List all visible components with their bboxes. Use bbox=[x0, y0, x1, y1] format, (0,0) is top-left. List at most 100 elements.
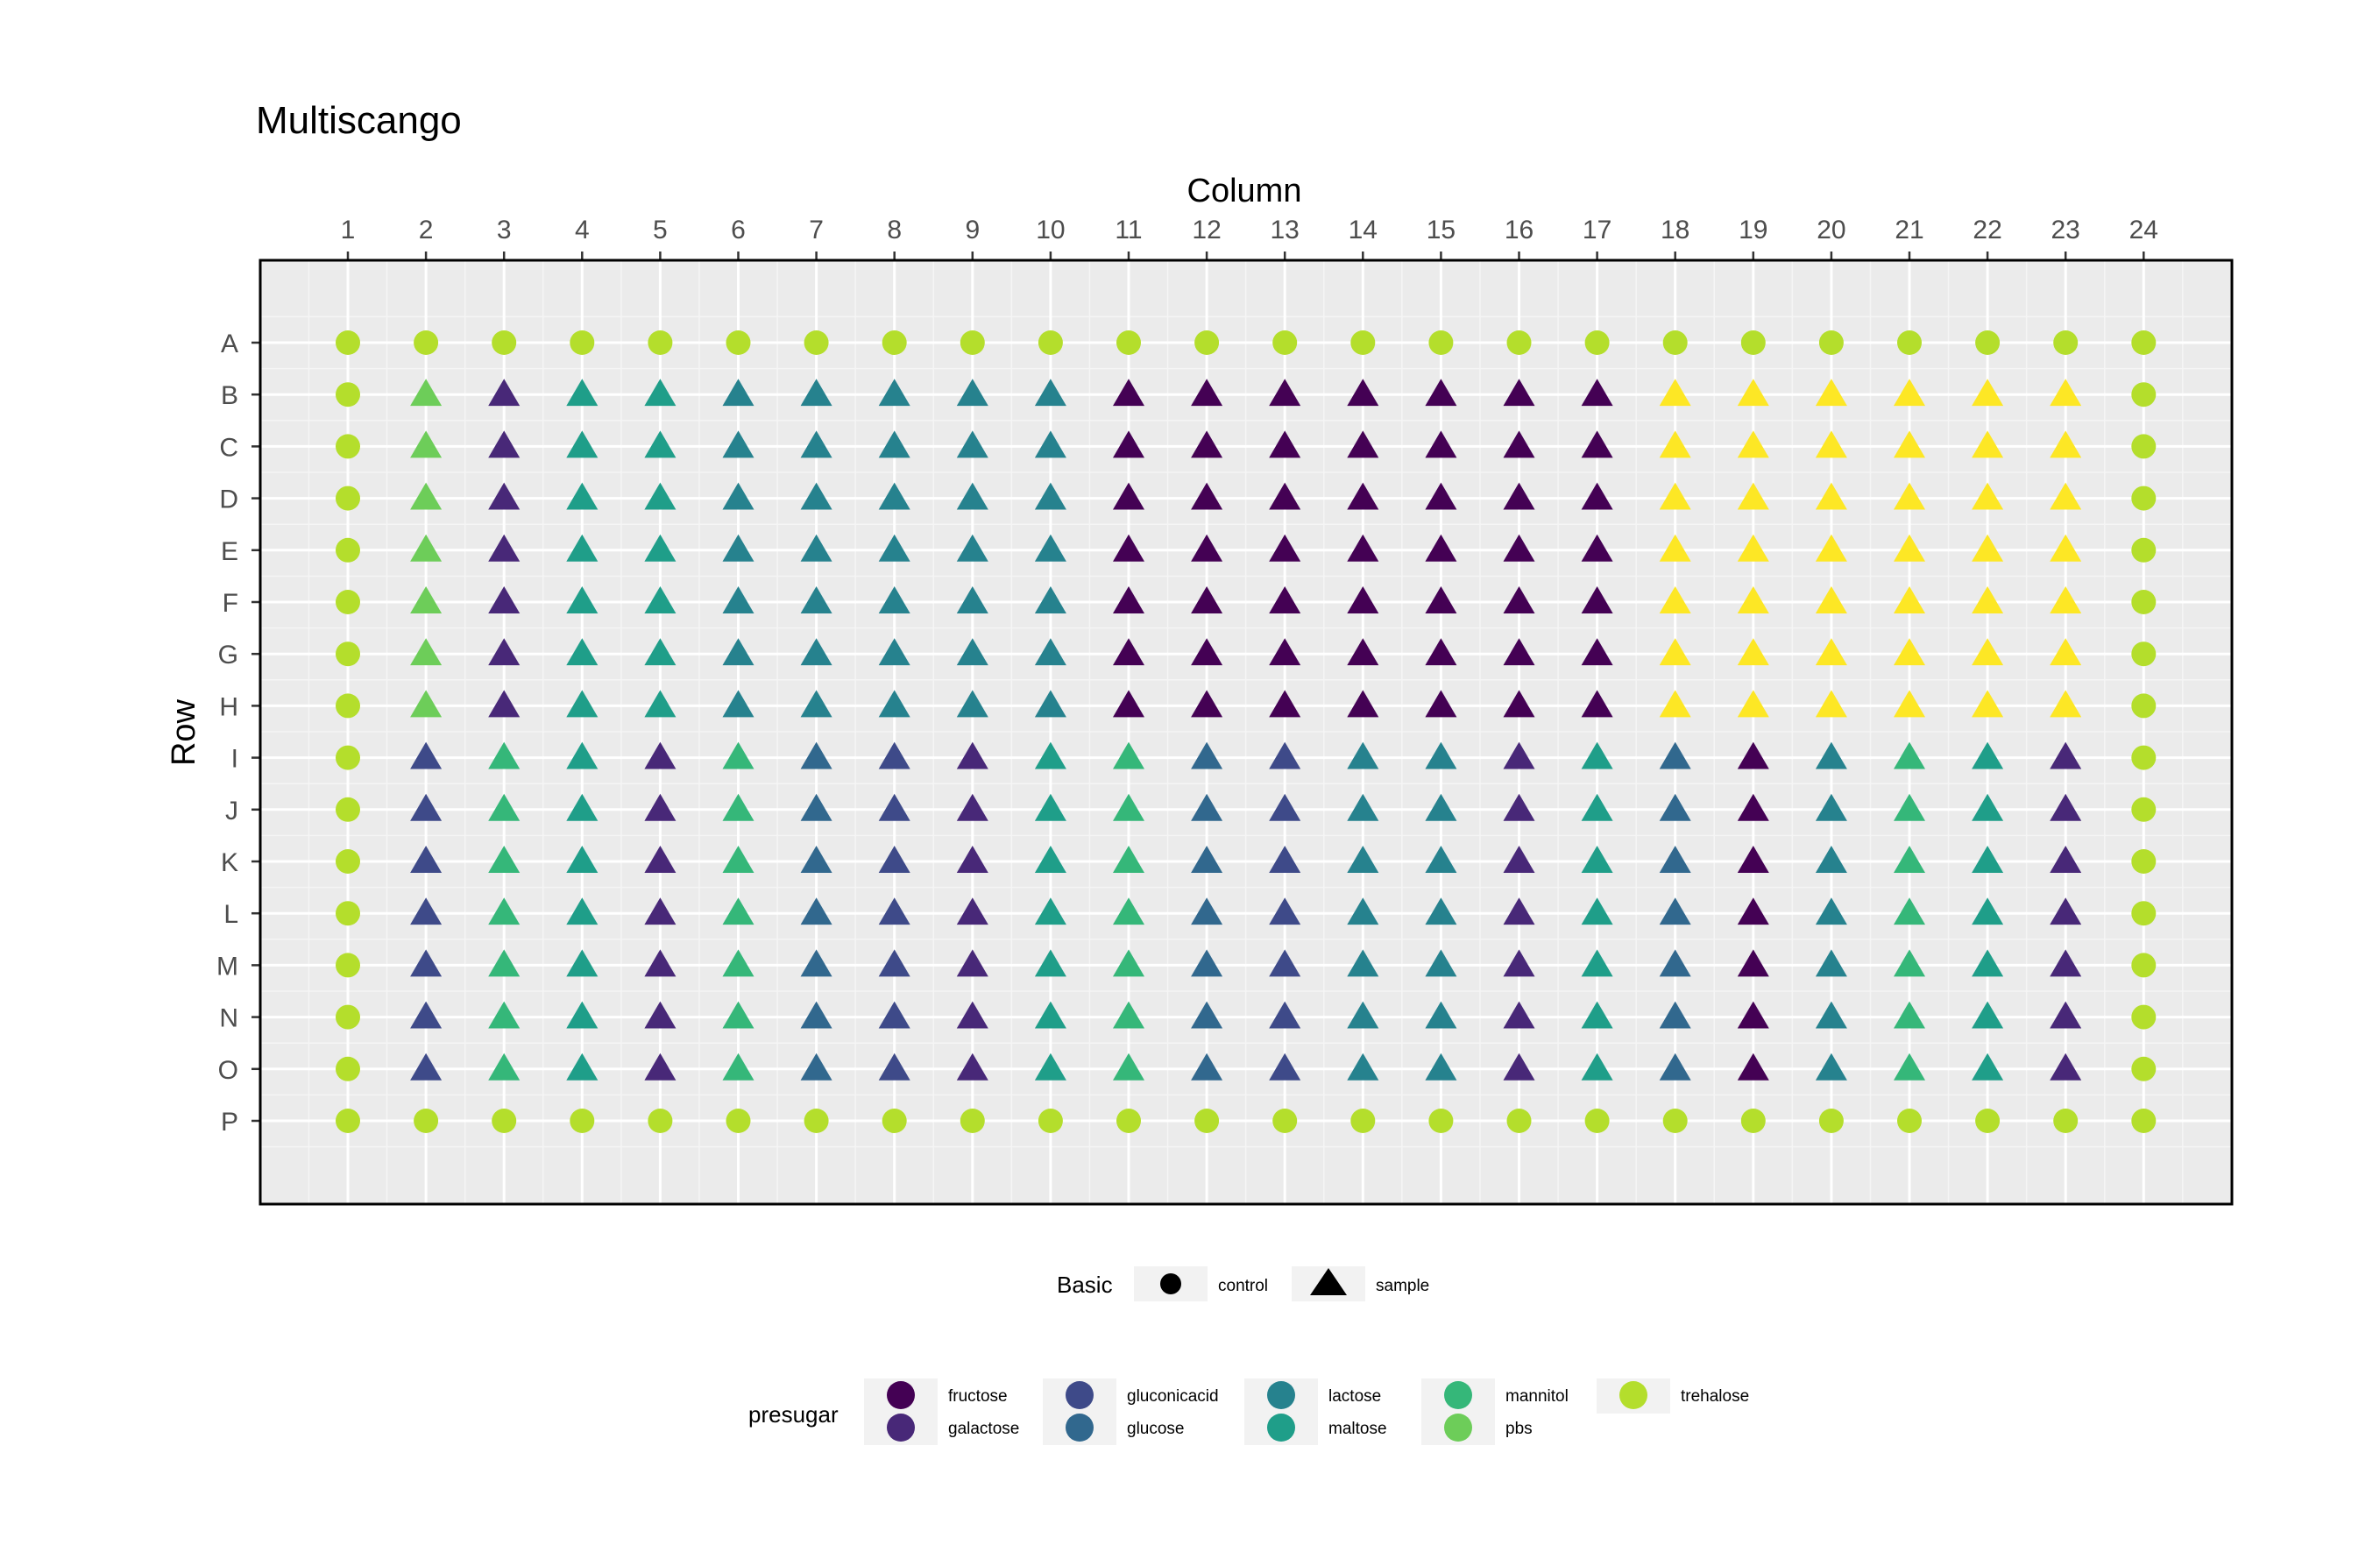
well-marker-sample bbox=[2050, 741, 2082, 769]
x-tick-label: 21 bbox=[1895, 216, 1923, 244]
well-marker-sample bbox=[1191, 379, 1223, 407]
well-marker-sample bbox=[1347, 793, 1379, 821]
well-marker-sample bbox=[1815, 586, 1847, 613]
well-marker-sample bbox=[956, 897, 988, 925]
well-marker-control bbox=[1038, 330, 1063, 355]
well-marker-sample bbox=[1894, 534, 1925, 562]
well-marker-control bbox=[2131, 1056, 2157, 1081]
well-marker-sample bbox=[488, 430, 521, 458]
y-tick-label: M bbox=[216, 952, 238, 981]
axis-ticks: 1 2 3 4 5 6 7 8 9 10 11 12 13 14 15 16 17 18 19 20 21 22 23 24A… bbox=[216, 216, 2158, 1137]
well-marker-sample bbox=[1737, 897, 1769, 925]
well-marker-control bbox=[336, 849, 360, 874]
x-tick-label: 17 bbox=[1583, 216, 1611, 244]
well-marker-control bbox=[1584, 1109, 1610, 1133]
well-marker-sample bbox=[1425, 897, 1457, 925]
well-marker-control bbox=[2131, 330, 2157, 355]
well-marker-sample bbox=[1815, 949, 1847, 977]
well-marker-sample bbox=[1972, 379, 2004, 407]
well-marker-sample bbox=[956, 741, 988, 769]
well-marker-control bbox=[882, 330, 907, 355]
well-marker-sample bbox=[1815, 482, 1847, 510]
well-marker-sample bbox=[1503, 897, 1535, 925]
well-marker-sample bbox=[1972, 1001, 2004, 1029]
well-marker-sample bbox=[1425, 638, 1457, 666]
x-tick-label: 11 bbox=[1115, 216, 1142, 244]
well-marker-control bbox=[1818, 330, 1844, 355]
well-marker-sample bbox=[488, 1001, 521, 1029]
well-marker-control bbox=[1194, 1109, 1220, 1133]
well-marker-sample bbox=[1034, 534, 1066, 562]
well-marker-control bbox=[336, 537, 360, 563]
well-marker-sample bbox=[800, 534, 832, 562]
well-marker-control bbox=[336, 434, 360, 459]
well-marker-sample bbox=[800, 379, 832, 407]
well-marker-sample bbox=[1503, 1001, 1535, 1029]
legend-basic-title: Basic bbox=[1057, 1272, 1113, 1298]
well-marker-sample bbox=[1659, 482, 1691, 510]
well-marker-sample bbox=[878, 793, 910, 821]
well-marker-sample bbox=[644, 846, 676, 873]
well-marker-sample bbox=[1659, 949, 1691, 977]
well-marker-control bbox=[570, 330, 595, 355]
well-marker-sample bbox=[1659, 534, 1691, 562]
well-marker-sample bbox=[2050, 846, 2082, 873]
legend-label-trehalose: trehalose bbox=[1681, 1387, 1749, 1406]
well-marker-sample bbox=[1972, 430, 2004, 458]
well-marker-sample bbox=[1191, 1001, 1223, 1029]
well-marker-sample bbox=[644, 793, 676, 821]
well-marker-sample bbox=[2050, 897, 2082, 925]
plot-border bbox=[259, 259, 2234, 1206]
well-marker-sample bbox=[1034, 430, 1066, 458]
well-marker-sample bbox=[800, 793, 832, 821]
well-marker-control bbox=[1975, 1109, 2001, 1133]
well-marker-sample bbox=[1659, 793, 1691, 821]
y-tick-label: F bbox=[223, 589, 238, 618]
well-marker-sample bbox=[2050, 638, 2082, 666]
well-marker-sample bbox=[1894, 482, 1925, 510]
well-marker-sample bbox=[722, 1001, 754, 1029]
x-tick-label: 5 bbox=[653, 216, 668, 244]
well-marker-sample bbox=[1191, 1052, 1223, 1081]
well-marker-sample bbox=[1191, 482, 1223, 510]
well-marker-control bbox=[1818, 1109, 1844, 1133]
well-marker-control bbox=[336, 330, 360, 355]
well-marker-sample bbox=[1503, 586, 1535, 613]
legend-key-mannitol bbox=[1444, 1381, 1472, 1409]
well-marker-sample bbox=[800, 638, 832, 666]
well-marker-sample bbox=[410, 690, 443, 718]
well-marker-sample bbox=[722, 534, 754, 562]
well-marker-sample bbox=[1659, 1052, 1691, 1081]
well-marker-sample bbox=[722, 690, 754, 718]
x-tick-label: 19 bbox=[1739, 216, 1767, 244]
well-marker-sample bbox=[1347, 482, 1379, 510]
legend-key-trehalose bbox=[1619, 1381, 1647, 1409]
well-marker-sample bbox=[1034, 897, 1066, 925]
well-marker-sample bbox=[956, 638, 988, 666]
well-marker-sample bbox=[1972, 690, 2004, 718]
well-marker-sample bbox=[800, 897, 832, 925]
well-marker-sample bbox=[1737, 690, 1769, 718]
well-marker-control bbox=[414, 1109, 439, 1133]
well-marker-control bbox=[1428, 1109, 1454, 1133]
well-marker-control bbox=[414, 330, 439, 355]
x-tick-label: 18 bbox=[1661, 216, 1689, 244]
well-marker-sample bbox=[956, 846, 988, 873]
legend-label-sample: sample bbox=[1376, 1277, 1429, 1295]
well-marker-sample bbox=[566, 534, 599, 562]
well-marker-sample bbox=[1034, 1052, 1066, 1081]
well-marker-sample bbox=[1034, 482, 1066, 510]
well-marker-control bbox=[960, 1109, 985, 1133]
well-marker-control bbox=[726, 330, 751, 355]
well-marker-sample bbox=[410, 586, 443, 613]
well-marker-sample bbox=[488, 1052, 521, 1081]
well-marker-sample bbox=[1347, 897, 1379, 925]
well-marker-sample bbox=[566, 482, 599, 510]
well-marker-sample bbox=[1034, 793, 1066, 821]
well-marker-sample bbox=[878, 1001, 910, 1029]
well-marker-control bbox=[1194, 330, 1220, 355]
well-marker-sample bbox=[800, 949, 832, 977]
legend-label-glucose: glucose bbox=[1127, 1420, 1185, 1438]
well-marker-sample bbox=[1269, 741, 1301, 769]
well-marker-control bbox=[882, 1109, 907, 1133]
